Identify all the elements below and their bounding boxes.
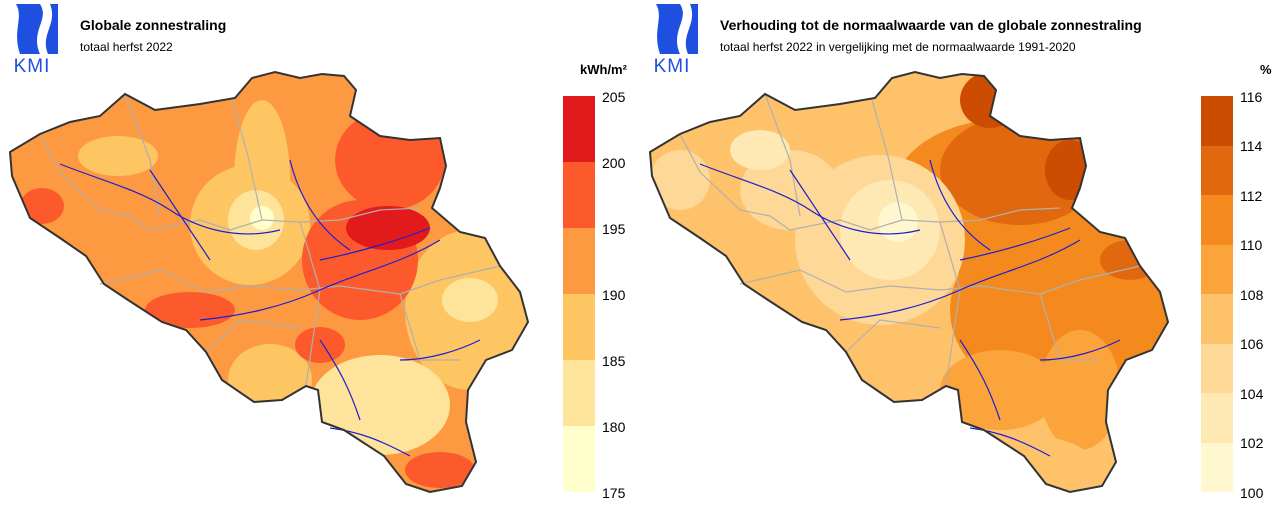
legend-bin xyxy=(1201,145,1233,195)
kmi-logo-icon: KMI xyxy=(6,4,58,77)
legend-bin xyxy=(1201,294,1233,344)
legend-tick: 112 xyxy=(1240,188,1263,204)
legend-bin xyxy=(1201,393,1233,443)
legend-bin xyxy=(563,294,595,360)
legend-bin xyxy=(1201,442,1233,492)
legend-tick: 180 xyxy=(602,419,626,435)
legend-colorbar xyxy=(563,96,595,492)
legend-tick: 114 xyxy=(1240,138,1263,154)
map-title: Globale zonnestraling xyxy=(80,17,227,33)
legend-bin xyxy=(563,360,595,426)
legend-tick: 185 xyxy=(602,353,626,369)
belgium-map xyxy=(648,70,1170,494)
legend-tick: 200 xyxy=(602,155,626,171)
legend-tick: 102 xyxy=(1240,435,1264,451)
legend-bin xyxy=(563,162,595,228)
legend-bin xyxy=(1201,244,1233,294)
legend-bin xyxy=(563,228,595,294)
legend-tick: 104 xyxy=(1240,386,1264,402)
right-panel: KMI Verhouding tot de normaalwaarde van … xyxy=(640,0,1280,507)
legend-bin xyxy=(563,426,595,492)
legend-tick: 100 xyxy=(1240,485,1264,501)
map-subtitle: totaal herfst 2022 xyxy=(80,40,173,54)
legend-tick: 190 xyxy=(602,287,626,303)
kmi-logo-icon: KMI xyxy=(646,4,698,77)
legend-bin xyxy=(1201,195,1233,245)
legend-colorbar xyxy=(1201,96,1233,492)
legend-unit: kWh/m² xyxy=(580,62,627,77)
map-title: Verhouding tot de normaalwaarde van de g… xyxy=(720,17,1142,33)
legend-tick: 175 xyxy=(602,485,626,501)
logo-text: KMI xyxy=(653,56,691,77)
legend-bin xyxy=(1201,343,1233,393)
legend-tick: 116 xyxy=(1240,89,1263,105)
legend-tick: 195 xyxy=(602,221,626,237)
logo-text: KMI xyxy=(13,56,51,77)
legend-tick: 106 xyxy=(1240,336,1264,352)
legend-bin xyxy=(563,96,595,162)
legend-tick: 205 xyxy=(602,89,626,105)
legend-unit: % xyxy=(1260,62,1272,77)
map-subtitle: totaal herfst 2022 in vergelijking met d… xyxy=(720,40,1076,54)
belgium-map xyxy=(8,70,530,494)
legend-bin xyxy=(1201,96,1233,146)
legend-tick: 110 xyxy=(1240,237,1263,253)
left-panel: KMI Globale zonnestraling totaal herfst … xyxy=(6,4,627,501)
legend-tick: 108 xyxy=(1240,287,1264,303)
